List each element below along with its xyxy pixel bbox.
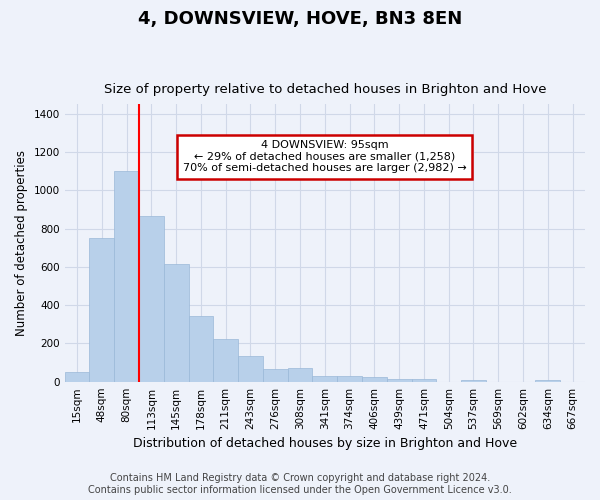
Bar: [412, 379, 436, 382]
Bar: [387, 379, 412, 382]
Title: Size of property relative to detached houses in Brighton and Hove: Size of property relative to detached ho…: [104, 83, 546, 96]
Bar: [337, 376, 362, 382]
Bar: [139, 216, 164, 382]
Y-axis label: Number of detached properties: Number of detached properties: [15, 150, 28, 336]
Bar: [238, 356, 263, 382]
X-axis label: Distribution of detached houses by size in Brighton and Hove: Distribution of detached houses by size …: [133, 437, 517, 450]
Text: 4 DOWNSVIEW: 95sqm
← 29% of detached houses are smaller (1,258)
70% of semi-deta: 4 DOWNSVIEW: 95sqm ← 29% of detached hou…: [183, 140, 467, 173]
Bar: [188, 316, 214, 382]
Bar: [89, 238, 114, 382]
Bar: [65, 372, 89, 382]
Bar: [362, 377, 387, 382]
Bar: [263, 369, 287, 382]
Bar: [114, 171, 139, 382]
Bar: [313, 376, 337, 382]
Bar: [287, 368, 313, 382]
Bar: [214, 338, 238, 382]
Text: 4, DOWNSVIEW, HOVE, BN3 8EN: 4, DOWNSVIEW, HOVE, BN3 8EN: [138, 10, 462, 28]
Text: Contains HM Land Registry data © Crown copyright and database right 2024.
Contai: Contains HM Land Registry data © Crown c…: [88, 474, 512, 495]
Bar: [164, 264, 188, 382]
Bar: [461, 380, 486, 382]
Bar: [535, 380, 560, 382]
